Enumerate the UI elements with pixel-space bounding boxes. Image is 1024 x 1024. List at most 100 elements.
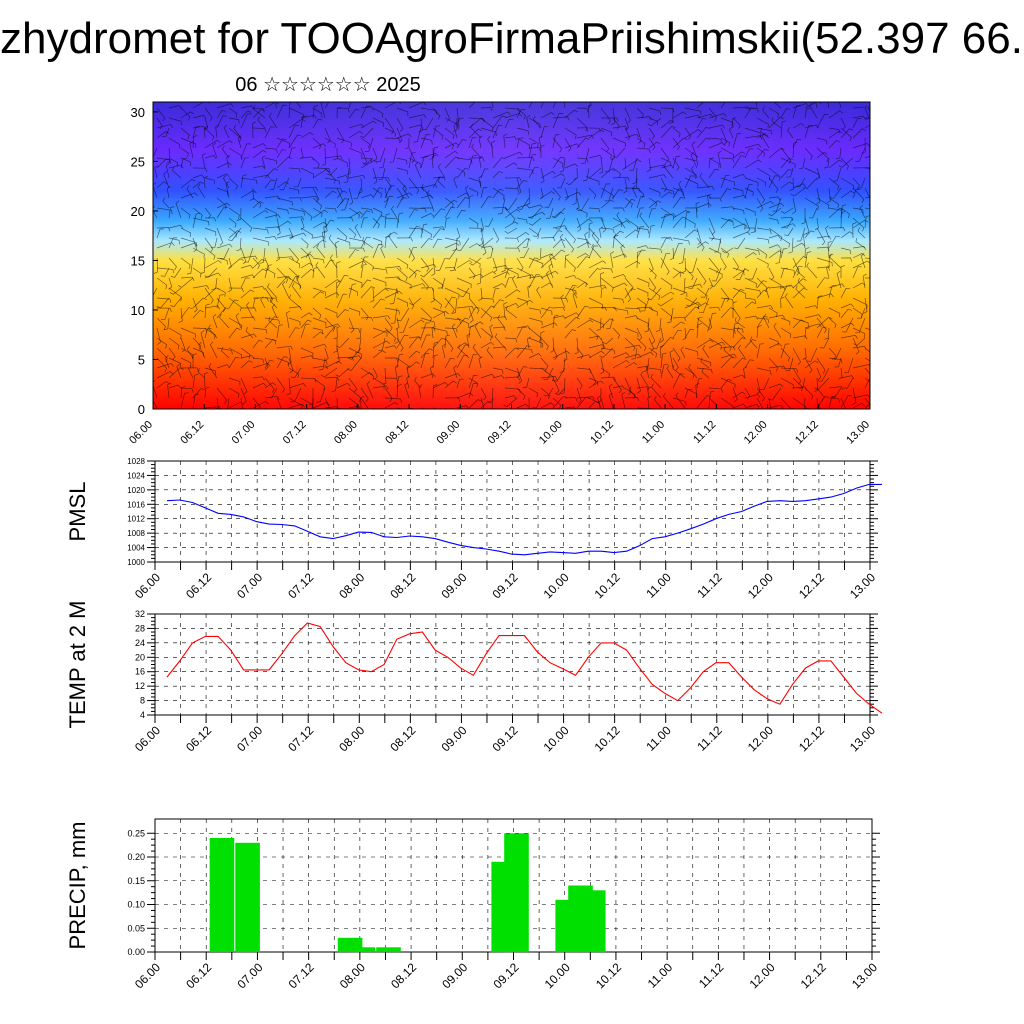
- wind-barb: [768, 277, 782, 290]
- y-tick-label: 25: [131, 154, 145, 169]
- wind-barb: [684, 107, 702, 116]
- wind-barb: [180, 127, 190, 140]
- wind-barb: [582, 167, 590, 182]
- wind-barb: [372, 367, 378, 380]
- wind-barb: [276, 181, 289, 189]
- wind-barb: [612, 282, 628, 289]
- wind-barb: [384, 397, 403, 403]
- wind-barb: [695, 201, 700, 219]
- wind-barb: [516, 238, 531, 249]
- wind-barb: [343, 167, 350, 184]
- wind-barb: [192, 247, 205, 259]
- wind-barb: [660, 125, 676, 139]
- wind-barb: [312, 118, 323, 129]
- wind-barb: [478, 287, 483, 301]
- wind-barb: [237, 135, 242, 149]
- wind-barb: [216, 162, 232, 169]
- wind-barb: [360, 159, 378, 169]
- wind-barb: [516, 109, 526, 119]
- wind-barb: [864, 215, 870, 229]
- wind-barb: [156, 371, 174, 379]
- wind-barb: [168, 117, 182, 126]
- wind-barb: [768, 167, 781, 181]
- wind-barb: [516, 347, 533, 354]
- wind-barb: [240, 177, 258, 185]
- wind-barb: [180, 367, 199, 372]
- wind-barb: [732, 223, 748, 229]
- wind-barb: [852, 207, 864, 214]
- wind-barb: [324, 347, 329, 362]
- wind-barb: [312, 207, 323, 218]
- wind-barb: [504, 187, 520, 193]
- wind-barb: [855, 147, 866, 162]
- wind-barb: [204, 139, 221, 149]
- wind-barb: [320, 367, 338, 378]
- wind-barb: [864, 397, 870, 409]
- wind-barb: [492, 111, 511, 119]
- wind-barb: [684, 283, 703, 289]
- wind-barb: [852, 188, 861, 199]
- wind-barb: [156, 117, 163, 130]
- wind-barb: [192, 174, 205, 179]
- wind-barb: [696, 241, 709, 249]
- wind-barb: [660, 119, 675, 129]
- wind-barb: [648, 117, 658, 126]
- wind-barb: [228, 327, 241, 339]
- wind-barb: [572, 292, 578, 309]
- wind-barb: [708, 341, 726, 349]
- wind-barb: [624, 127, 631, 141]
- wind-barb: [684, 217, 696, 228]
- wind-barb: [624, 307, 641, 313]
- wind-barb: [844, 357, 854, 373]
- wind-barb: [384, 357, 399, 362]
- wind-barb: [840, 231, 854, 239]
- wind-barb: [492, 188, 504, 199]
- wind-barb: [516, 326, 527, 339]
- wind-barb: [678, 247, 686, 264]
- wind-barb: [372, 215, 385, 229]
- panel-frame: [154, 613, 871, 716]
- wind-barb: [644, 317, 650, 333]
- wind-barb: [376, 147, 386, 162]
- wind-barb: [348, 247, 365, 252]
- wind-barb: [669, 247, 675, 261]
- wind-barb: [264, 214, 281, 219]
- wind-barb: [564, 187, 569, 201]
- wind-barb: [696, 186, 715, 191]
- wind-barb: [552, 173, 565, 179]
- wind-barb: [781, 207, 794, 214]
- wind-barb: [276, 345, 293, 350]
- wind-barb: [384, 327, 397, 343]
- wind-barb: [808, 207, 818, 219]
- wind-barb: [696, 237, 705, 252]
- wind-barb: [672, 127, 681, 138]
- wind-barb: [576, 347, 584, 359]
- wind-barb: [396, 157, 408, 165]
- wind-barb: [156, 107, 166, 122]
- wind-barb: [291, 282, 302, 299]
- wind-barb: [804, 323, 822, 329]
- wind-barb: [504, 395, 517, 400]
- wind-barb: [815, 102, 818, 109]
- wind-barb: [372, 107, 384, 118]
- wind-barb: [834, 357, 842, 368]
- wind-barb: [156, 297, 172, 303]
- wind-barb: [591, 231, 602, 249]
- wind-barb: [340, 197, 350, 211]
- wind-barb: [404, 382, 410, 399]
- wind-barb: [651, 383, 662, 399]
- wind-barb: [156, 227, 171, 232]
- wind-barb: [156, 131, 170, 139]
- wind-barb: [444, 237, 461, 246]
- wind-barb: [803, 397, 806, 409]
- wind-barb: [528, 275, 544, 280]
- wind-barb: [282, 281, 290, 299]
- wind-barb: [840, 257, 853, 262]
- precip-bar: [209, 838, 235, 952]
- wind-barb: [336, 107, 350, 113]
- wind-barb: [432, 146, 439, 159]
- wind-barb: [318, 357, 326, 371]
- wind-barb: [773, 102, 782, 109]
- wind-barb: [564, 397, 578, 402]
- wind-barb: [829, 253, 842, 269]
